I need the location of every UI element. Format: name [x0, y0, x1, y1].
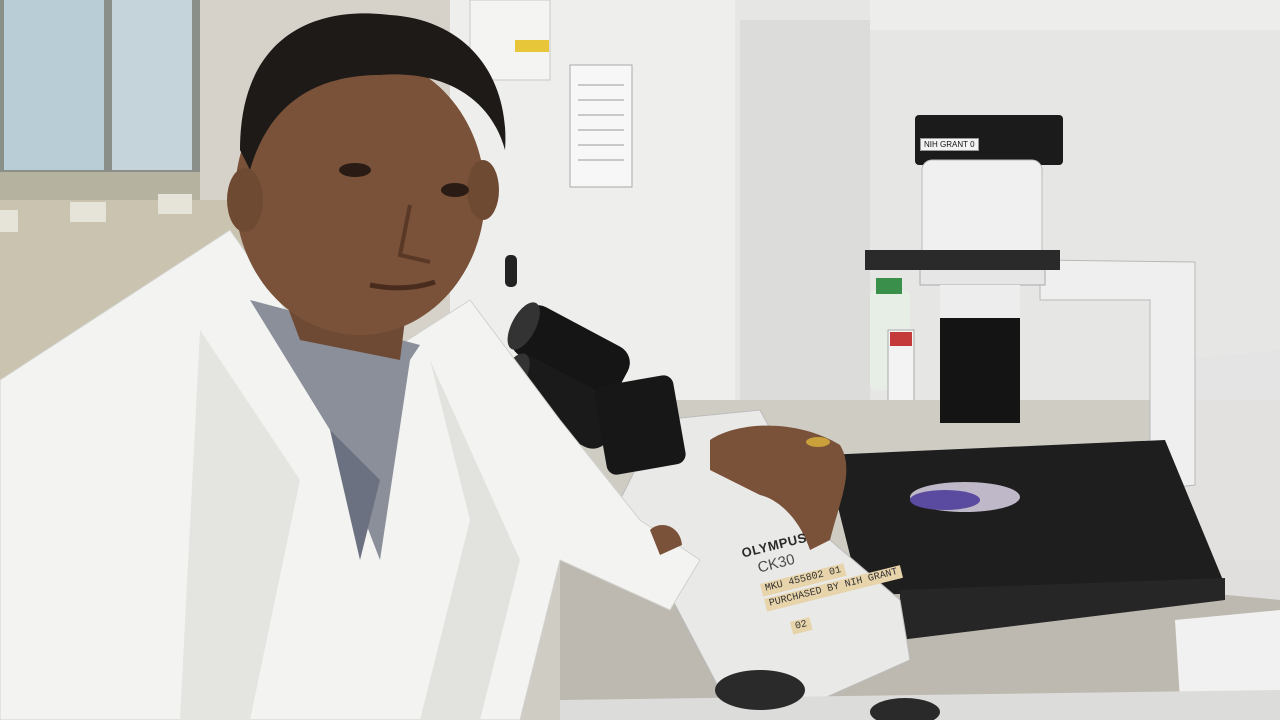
scientist	[0, 13, 847, 720]
camera-label: NIH GRANT 0	[920, 138, 979, 151]
microscope	[497, 115, 1280, 720]
